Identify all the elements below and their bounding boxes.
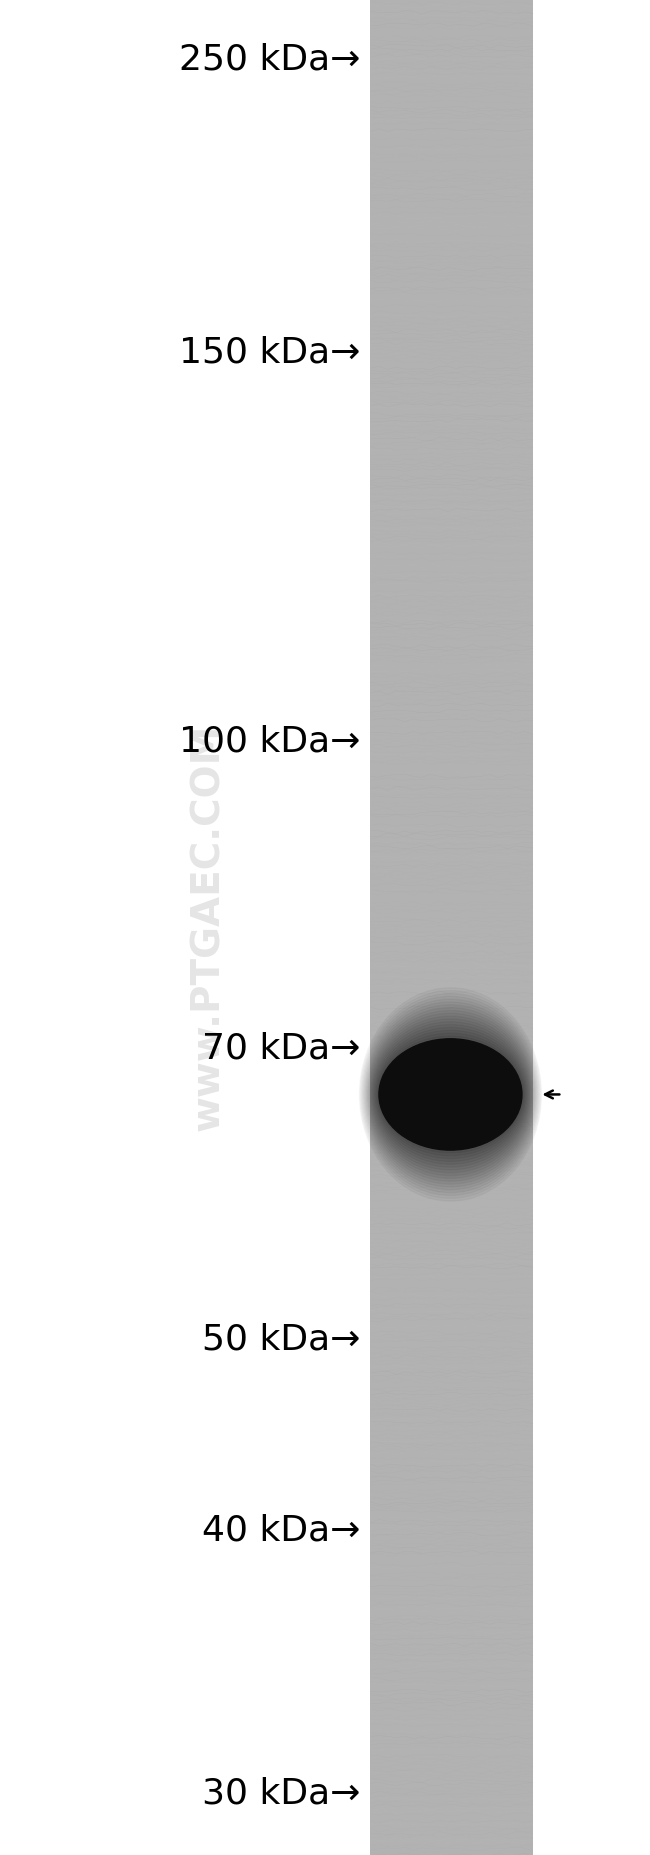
Ellipse shape: [379, 1039, 522, 1150]
Ellipse shape: [376, 1030, 525, 1159]
Bar: [370, 0, 533, 1855]
Text: 250 kDa→: 250 kDa→: [179, 43, 361, 76]
Ellipse shape: [377, 1033, 524, 1156]
Text: www.PTGAEC.COM: www.PTGAEC.COM: [189, 723, 227, 1132]
Ellipse shape: [378, 1035, 523, 1154]
Text: 150 kDa→: 150 kDa→: [179, 336, 361, 369]
Text: 30 kDa→: 30 kDa→: [202, 1777, 361, 1810]
Ellipse shape: [374, 1024, 527, 1165]
Text: 100 kDa→: 100 kDa→: [179, 725, 361, 759]
Text: 40 kDa→: 40 kDa→: [202, 1514, 361, 1547]
Ellipse shape: [374, 1028, 526, 1161]
Text: 50 kDa→: 50 kDa→: [202, 1323, 361, 1356]
Text: 70 kDa→: 70 kDa→: [202, 1031, 361, 1065]
Ellipse shape: [372, 1022, 528, 1167]
